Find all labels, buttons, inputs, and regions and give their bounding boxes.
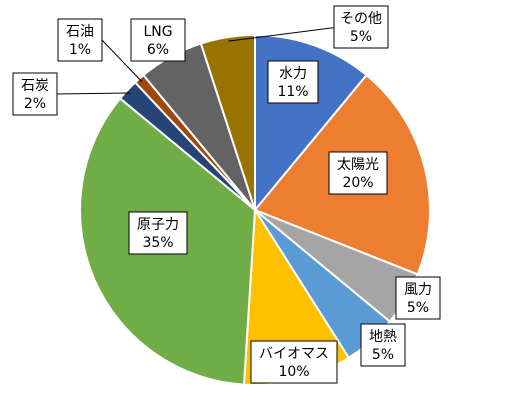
slice-category-label: 水力: [279, 66, 307, 82]
pie-slice-10: [199, 33, 256, 211]
slice-category-label: 石炭: [21, 78, 49, 94]
data-label-5: バイオマス 10%: [250, 340, 338, 384]
data-label-box: [328, 151, 388, 195]
data-label-4: 地熱 5%: [360, 323, 406, 367]
data-label-box: [128, 211, 188, 255]
data-label-6: 原子力 35%: [128, 211, 188, 255]
slice-percent-label: 2%: [24, 96, 46, 112]
slice-percent-label: 35%: [142, 235, 173, 251]
data-label-box: [12, 72, 58, 116]
slice-percent-label: 5%: [407, 300, 429, 316]
slice-category-label: 原子力: [137, 217, 179, 233]
slice-category-label: その他: [340, 11, 382, 27]
data-label-7: 石炭 2%: [12, 72, 58, 116]
data-label-box: [267, 60, 319, 104]
data-label-9: LNG 6%: [130, 18, 186, 62]
slice-percent-label: 11%: [277, 84, 308, 100]
slice-category-label: 地熱: [369, 329, 397, 345]
data-label-box: [130, 18, 186, 62]
data-label-box: [360, 323, 406, 367]
data-label-10: その他 5%: [333, 5, 389, 49]
slice-percent-label: 6%: [147, 42, 169, 58]
slice-percent-label: 10%: [278, 364, 309, 380]
data-label-3: 風力 5%: [395, 276, 441, 320]
slice-category-label: 石油: [66, 24, 94, 40]
data-labels: 水力 11% 太陽光 20% 風力 5% 地熱 5% バイオマス 10% 原子力 35% 石炭 2% 石油 1…: [12, 5, 441, 384]
slice-category-label: 風力: [404, 282, 432, 298]
slice-percent-label: 5%: [350, 29, 372, 45]
leader-line-10: [228, 26, 340, 42]
data-label-box: [333, 5, 389, 49]
leader-line-7: [56, 92, 131, 95]
slice-percent-label: 20%: [342, 175, 373, 191]
data-label-2: 太陽光 20%: [328, 151, 388, 195]
data-label-8: 石油 1%: [57, 18, 103, 62]
slice-category-label: 太陽光: [337, 157, 379, 173]
leader-line-8: [101, 39, 143, 83]
data-label-1: 水力 11%: [267, 60, 319, 104]
slice-percent-label: 5%: [372, 347, 394, 363]
data-label-box: [250, 340, 338, 384]
data-label-box: [395, 276, 441, 320]
slice-category-label: バイオマス: [259, 346, 329, 362]
slice-percent-label: 1%: [69, 42, 91, 58]
data-label-box: [57, 18, 103, 62]
slice-category-label: LNG: [143, 24, 172, 40]
